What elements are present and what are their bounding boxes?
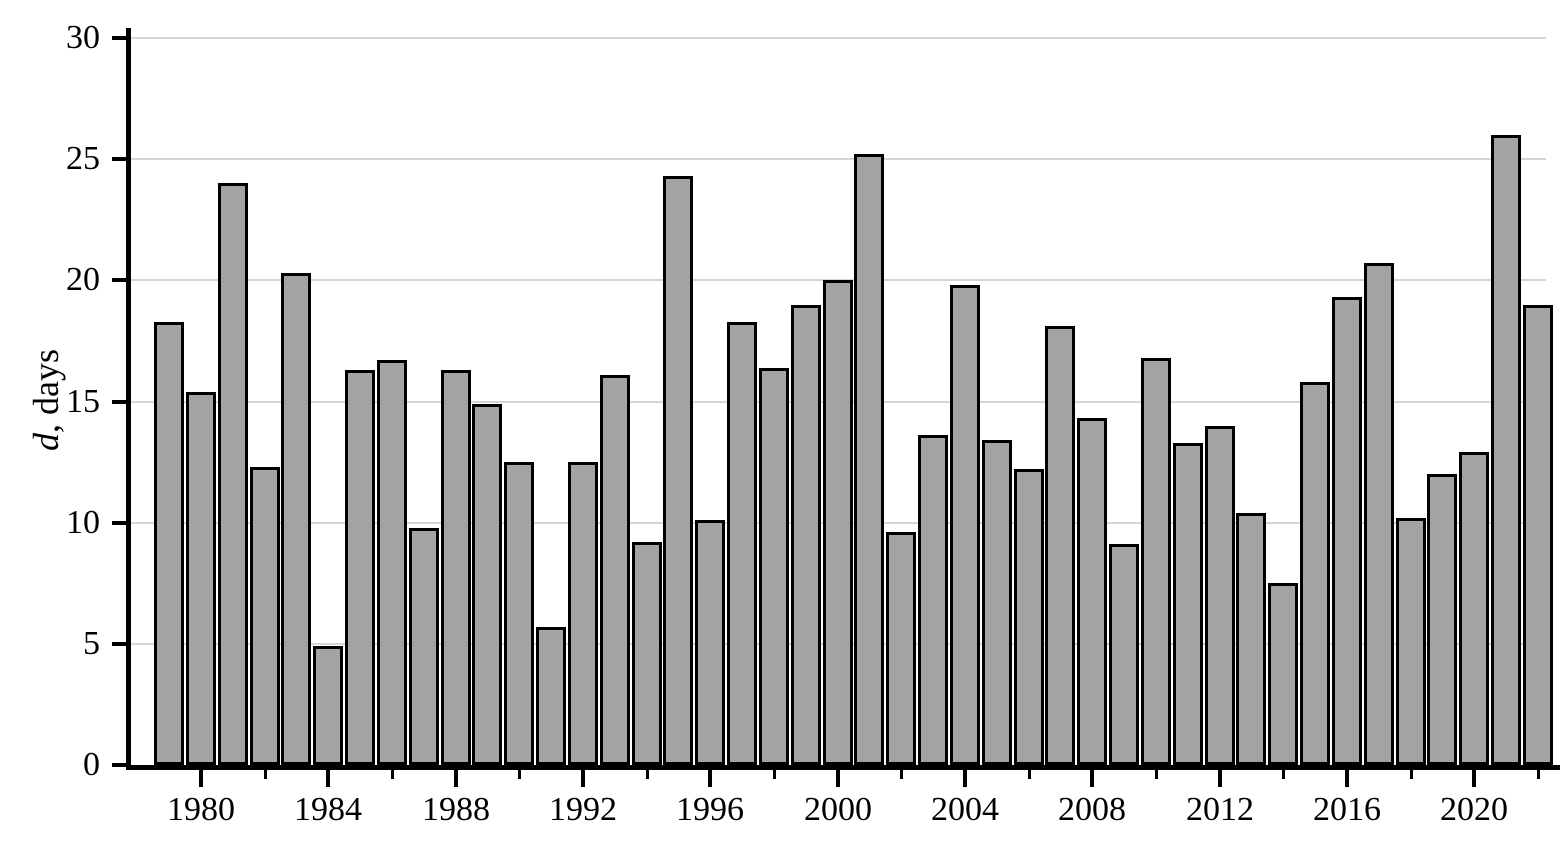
x-tick-label-2020: 2020 <box>1440 791 1508 828</box>
x-tick-1980 <box>199 770 203 787</box>
bar-1984 <box>313 646 343 765</box>
y-tick-10 <box>112 520 126 525</box>
bar-1989 <box>472 404 502 765</box>
bar-1982 <box>250 467 280 765</box>
x-minor-tick-2018 <box>1410 770 1413 779</box>
x-tick-2000 <box>836 770 840 787</box>
bar-2003 <box>918 435 948 765</box>
bar-2001 <box>854 154 884 765</box>
bar-1985 <box>345 370 375 765</box>
x-tick-label-2004: 2004 <box>931 791 999 828</box>
x-minor-tick-2022 <box>1537 770 1540 779</box>
bar-2018 <box>1396 518 1426 765</box>
x-tick-2012 <box>1218 770 1222 787</box>
x-tick-1988 <box>454 770 458 787</box>
y-axis-line <box>126 28 131 770</box>
bar-2017 <box>1364 263 1394 765</box>
bar-1993 <box>600 375 630 765</box>
x-tick-1984 <box>326 770 330 787</box>
bar-2021 <box>1491 135 1521 765</box>
x-tick-label-2012: 2012 <box>1186 791 1254 828</box>
y-tick-label-30: 30 <box>66 19 100 56</box>
y-tick-label-15: 15 <box>66 382 100 420</box>
bar-2016 <box>1332 297 1362 765</box>
bar-2013 <box>1236 513 1266 765</box>
bar-1992 <box>568 462 598 765</box>
y-axis-title-symbol: d <box>26 433 66 451</box>
x-axis-line <box>126 765 1560 770</box>
x-tick-1992 <box>581 770 585 787</box>
bar-1981 <box>218 183 248 765</box>
bar-1979 <box>154 322 184 765</box>
y-tick-label-25: 25 <box>66 140 100 178</box>
y-tick-15 <box>112 399 126 404</box>
x-tick-label-1984: 1984 <box>294 791 362 828</box>
x-tick-label-2000: 2000 <box>804 791 872 828</box>
bar-2015 <box>1300 382 1330 765</box>
y-tick-25 <box>112 157 126 162</box>
bar-2014 <box>1268 583 1298 765</box>
y-tick-label-5: 5 <box>83 624 100 662</box>
bar-2000 <box>823 280 853 765</box>
x-tick-label-1980: 1980 <box>167 791 235 828</box>
bar-1999 <box>791 305 821 765</box>
bar-2002 <box>886 532 916 765</box>
x-tick-label-1992: 1992 <box>549 791 617 828</box>
bar-1986 <box>377 360 407 765</box>
bar-2011 <box>1173 443 1203 765</box>
x-minor-tick-2006 <box>1028 770 1031 779</box>
bar-1980 <box>186 392 216 765</box>
x-minor-tick-1990 <box>518 770 521 779</box>
x-minor-tick-2014 <box>1282 770 1285 779</box>
bar-2008 <box>1077 418 1107 765</box>
x-tick-label-1996: 1996 <box>676 791 744 828</box>
bar-2022 <box>1523 305 1553 765</box>
bar-1994 <box>632 542 662 765</box>
bar-2009 <box>1109 544 1139 765</box>
x-minor-tick-1998 <box>773 770 776 779</box>
y-tick-20 <box>112 278 126 283</box>
bar-1991 <box>536 627 566 765</box>
x-minor-tick-1994 <box>646 770 649 779</box>
y-tick-label-10: 10 <box>66 503 100 541</box>
bar-2010 <box>1141 358 1171 765</box>
y-tick-5 <box>112 641 126 646</box>
x-minor-tick-1986 <box>391 770 394 779</box>
bar-2006 <box>1014 469 1044 765</box>
y-tick-30 <box>112 36 126 40</box>
bar-1988 <box>441 370 471 765</box>
x-tick-2020 <box>1472 770 1476 787</box>
y-tick-label-0: 0 <box>83 746 100 783</box>
bar-2020 <box>1459 452 1489 765</box>
bar-2007 <box>1045 326 1075 765</box>
bar-1983 <box>281 273 311 765</box>
bar-1995 <box>663 176 693 765</box>
x-tick-label-1988: 1988 <box>422 791 490 828</box>
x-tick-1996 <box>708 770 712 787</box>
gridline-30 <box>131 37 1546 39</box>
bar-2004 <box>950 285 980 765</box>
gridline-25 <box>131 158 1546 161</box>
x-minor-tick-2002 <box>900 770 903 779</box>
bar-1990 <box>504 462 534 765</box>
x-tick-label-2016: 2016 <box>1313 791 1381 828</box>
bar-2012 <box>1205 426 1235 765</box>
x-tick-label-2008: 2008 <box>1058 791 1126 828</box>
bar-1987 <box>409 528 439 765</box>
bar-1996 <box>695 520 725 765</box>
bar-2019 <box>1427 474 1457 765</box>
x-tick-2008 <box>1090 770 1094 787</box>
x-minor-tick-1982 <box>264 770 267 779</box>
x-tick-2004 <box>963 770 967 787</box>
bar-2005 <box>982 440 1012 765</box>
x-tick-2016 <box>1345 770 1349 787</box>
y-tick-label-20: 20 <box>66 261 100 299</box>
bar-1998 <box>759 368 789 765</box>
y-tick-0 <box>112 763 126 767</box>
x-minor-tick-2010 <box>1155 770 1158 779</box>
bar-1997 <box>727 322 757 765</box>
